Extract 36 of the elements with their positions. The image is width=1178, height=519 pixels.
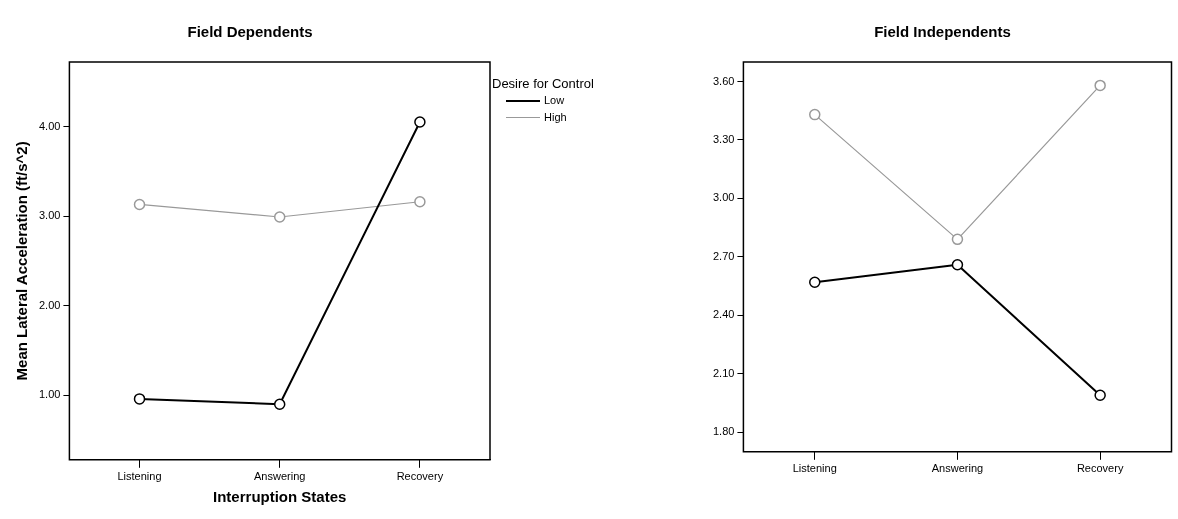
point bbox=[809, 108, 821, 121]
legend-label: High bbox=[544, 110, 567, 125]
legend-title: Desire for Control bbox=[492, 75, 594, 92]
point bbox=[273, 211, 286, 223]
x-axis-title: Interruption States bbox=[213, 488, 347, 506]
point bbox=[951, 258, 964, 271]
point bbox=[273, 398, 286, 410]
point bbox=[133, 198, 146, 211]
point bbox=[133, 393, 146, 405]
point bbox=[951, 233, 964, 246]
point bbox=[414, 116, 426, 128]
point bbox=[809, 276, 821, 288]
y-tick-label: 2.00 bbox=[38, 298, 61, 311]
x-tick-label: Listening bbox=[792, 462, 837, 475]
x-tick-label: Listening bbox=[117, 470, 162, 483]
x-tick-label: Recovery bbox=[1076, 462, 1124, 475]
point bbox=[414, 196, 426, 208]
y-axis-title: Mean Lateral Acceleration (ft/s^2) bbox=[13, 141, 31, 381]
y-tick-label: 3.00 bbox=[38, 209, 61, 222]
y-tick-label: 3.30 bbox=[712, 132, 735, 145]
x-tick-label: Answering bbox=[254, 470, 306, 483]
y-tick-label: 3.60 bbox=[712, 74, 735, 87]
y-tick-label: 3.00 bbox=[712, 191, 735, 204]
point bbox=[1094, 79, 1106, 92]
y-tick-label: 2.10 bbox=[712, 366, 735, 379]
y-tick-label: 4.00 bbox=[38, 119, 61, 132]
legend-label: Low bbox=[544, 93, 565, 108]
point bbox=[1094, 389, 1106, 402]
y-tick-label: 2.70 bbox=[712, 249, 735, 262]
y-tick-label: 1.80 bbox=[712, 425, 735, 438]
y-tick-label: 2.40 bbox=[712, 308, 735, 321]
chart-title: Field Dependents bbox=[187, 23, 313, 41]
x-tick-label: Recovery bbox=[396, 470, 444, 483]
chart-title: Field Independents bbox=[874, 23, 1011, 41]
x-tick-label: Answering bbox=[931, 462, 984, 475]
y-tick-label: 1.00 bbox=[38, 388, 61, 401]
